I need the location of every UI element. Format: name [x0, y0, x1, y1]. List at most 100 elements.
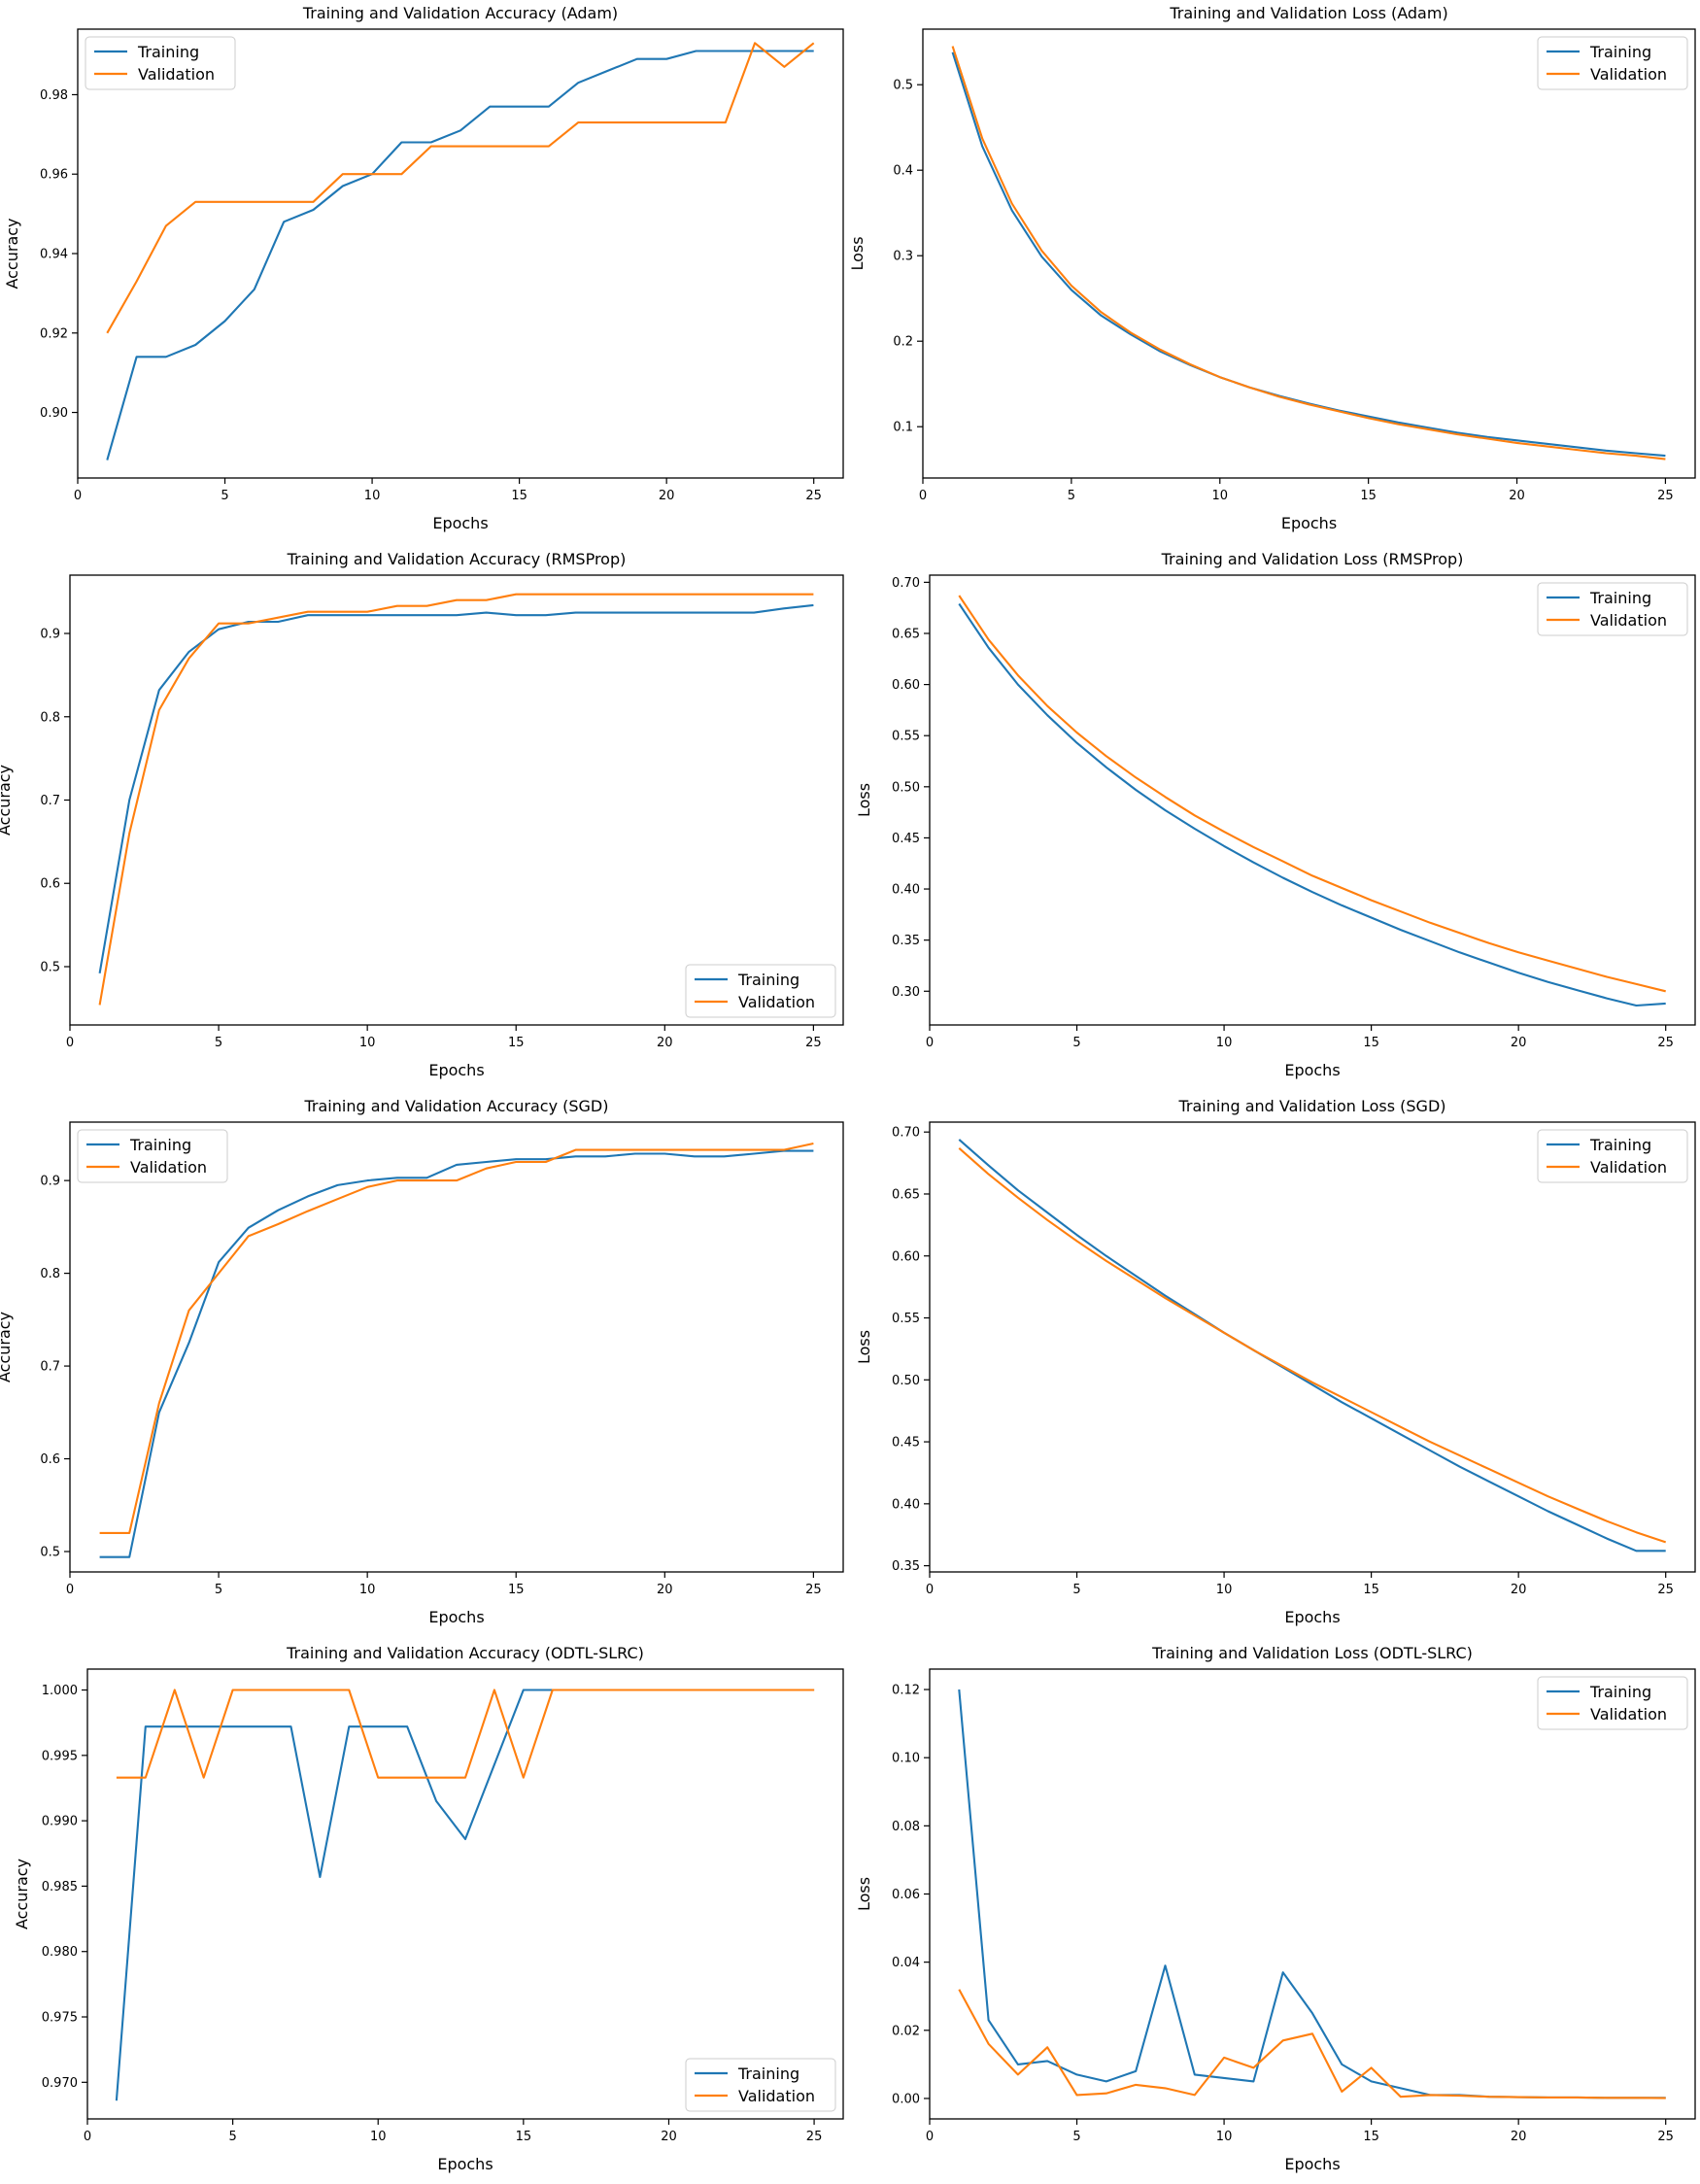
y-tick-label: 0.45	[892, 1436, 920, 1450]
y-tick-label: 0.40	[892, 1497, 920, 1512]
legend-label-validation: Validation	[738, 2087, 815, 2105]
legend-box	[85, 36, 236, 90]
x-tick-label: 15	[1360, 489, 1377, 503]
y-tick-label: 0.30	[892, 985, 920, 1000]
x-tick-label: 10	[1216, 1036, 1233, 1050]
y-axis-label: Accuracy	[0, 1312, 14, 1382]
x-tick-label: 10	[1211, 489, 1228, 503]
y-tick-label: 0.990	[42, 1815, 78, 1829]
y-tick-label: 0.4	[893, 164, 913, 179]
legend: Training Validation	[685, 2058, 836, 2112]
y-tick-label: 0.9	[40, 1175, 60, 1189]
legend-label-validation: Validation	[138, 65, 215, 84]
y-tick-label: 0.50	[892, 1374, 920, 1388]
legend-label-validation: Validation	[738, 993, 815, 1011]
legend-box	[685, 964, 836, 1018]
legend-label-validation: Validation	[130, 1158, 207, 1177]
y-tick-label: 0.9	[40, 628, 60, 642]
series-line-training	[958, 1689, 1666, 2099]
series-line-training	[98, 603, 814, 973]
chart-title: Training and Validation Loss (RMSProp)	[1161, 550, 1464, 568]
chart-title: Training and Validation Accuracy (RMSPro…	[287, 550, 627, 568]
x-tick-label: 0	[66, 1583, 74, 1597]
x-tick-label: 10	[359, 1036, 376, 1050]
x-tick-label: 25	[1657, 2130, 1674, 2144]
series-line-validation	[106, 42, 815, 334]
x-tick-label: 20	[1511, 2130, 1527, 2144]
x-tick-label: 20	[661, 2130, 677, 2144]
axes-frame	[922, 28, 1696, 479]
x-tick-label: 0	[66, 1036, 74, 1050]
x-tick-label: 20	[1509, 489, 1525, 503]
chart-title: Training and Validation Loss (ODTL-SLRC)	[1151, 1644, 1473, 1662]
x-tick-label: 10	[1216, 2130, 1233, 2144]
x-tick-label: 15	[516, 2130, 532, 2144]
x-tick-label: 5	[1072, 2130, 1080, 2144]
y-tick-label: 0.90	[40, 406, 68, 421]
axes-frame	[69, 1121, 844, 1573]
x-tick-label: 0	[926, 1583, 934, 1597]
y-tick-label: 0.975	[42, 2011, 78, 2026]
x-tick-label: 15	[1363, 2130, 1379, 2144]
x-tick-label: 10	[359, 1583, 376, 1597]
x-tick-label: 5	[1072, 1036, 1080, 1050]
x-tick-label: 20	[659, 489, 675, 503]
y-tick-label: 0.980	[42, 1945, 78, 1960]
x-tick-label: 15	[508, 1583, 525, 1597]
legend: Training Validation	[85, 36, 236, 90]
x-axis-label: Epochs	[1284, 1608, 1340, 1626]
x-tick-label: 25	[1657, 1036, 1674, 1050]
y-tick-label: 0.60	[892, 678, 920, 693]
x-tick-label: 0	[919, 489, 927, 503]
y-tick-label: 0.70	[892, 1126, 920, 1141]
y-tick-label: 1.000	[42, 1684, 78, 1698]
x-tick-label: 5	[1072, 1583, 1080, 1597]
x-tick-label: 15	[1363, 1036, 1379, 1050]
y-tick-label: 0.970	[42, 2076, 78, 2091]
axes-frame	[69, 574, 844, 1026]
chart-title: Training and Validation Loss (Adam)	[1169, 4, 1447, 22]
x-axis-label: Epochs	[1284, 1061, 1340, 1079]
x-axis-label: Epochs	[428, 1061, 484, 1079]
series-line-validation	[98, 593, 814, 1006]
y-tick-label: 0.35	[892, 1559, 920, 1574]
y-tick-label: 0.65	[892, 1187, 920, 1202]
y-axis-label: Accuracy	[3, 218, 21, 289]
y-tick-label: 0.7	[40, 794, 60, 808]
y-tick-label: 0.65	[892, 627, 920, 641]
legend-box	[1537, 1129, 1688, 1183]
chart-panel-1: Training and Validation Accuracy (Adam) 0…	[3, 4, 844, 532]
x-tick-label: 20	[657, 1583, 673, 1597]
y-axis-label: Loss	[855, 1877, 873, 1911]
x-tick-label: 25	[805, 489, 822, 503]
legend-box	[685, 2058, 836, 2112]
x-tick-label: 25	[1657, 1583, 1674, 1597]
series-line-training	[958, 602, 1666, 1007]
series-line-validation	[958, 1989, 1666, 2099]
y-tick-label: 0.55	[892, 730, 920, 744]
chart-panel-3: Training and Validation Accuracy (RMSPro…	[0, 550, 844, 1079]
y-tick-label: 0.2	[893, 335, 913, 350]
x-tick-label: 15	[511, 489, 527, 503]
y-tick-label: 0.5	[40, 960, 60, 974]
chart-title: Training and Validation Accuracy (Adam)	[302, 4, 618, 22]
y-tick-label: 0.96	[40, 168, 68, 183]
x-tick-label: 0	[84, 2130, 91, 2144]
y-tick-label: 0.1	[893, 421, 913, 435]
legend-label-validation: Validation	[1590, 611, 1667, 630]
axes-frame	[929, 1668, 1696, 2120]
x-tick-label: 10	[364, 489, 381, 503]
y-tick-label: 0.94	[40, 248, 68, 262]
x-tick-label: 10	[370, 2130, 387, 2144]
x-tick-label: 25	[805, 1036, 822, 1050]
chart-panel-8: Training and Validation Loss (ODTL-SLRC)…	[855, 1644, 1696, 2173]
y-tick-label: 0.8	[40, 1267, 60, 1281]
y-tick-label: 0.12	[892, 1684, 920, 1698]
series-line-training	[106, 50, 814, 461]
legend-label-training: Training	[137, 43, 199, 61]
y-tick-label: 0.98	[40, 88, 68, 103]
legend: Training Validation	[1537, 36, 1688, 90]
legend-label-validation: Validation	[1590, 1158, 1667, 1177]
series-line-validation	[116, 1689, 815, 1779]
